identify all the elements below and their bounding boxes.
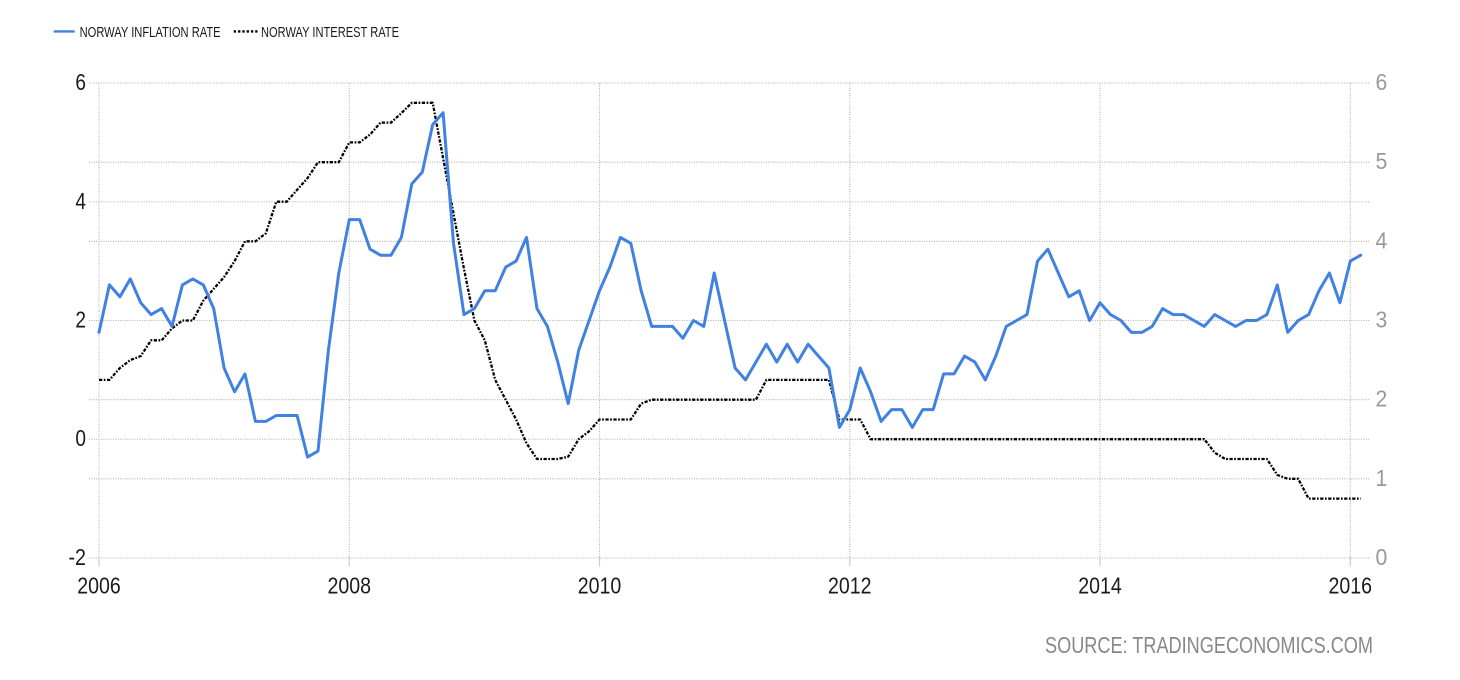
svg-text:2016: 2016	[1329, 573, 1373, 599]
svg-text:0: 0	[1376, 544, 1388, 570]
svg-text:2010: 2010	[578, 573, 622, 599]
svg-text:2: 2	[1376, 386, 1388, 412]
svg-text:5: 5	[1376, 148, 1388, 174]
svg-text:2: 2	[75, 307, 86, 333]
svg-text:6: 6	[75, 69, 86, 95]
svg-text:NORWAY INTEREST RATE: NORWAY INTEREST RATE	[261, 24, 399, 41]
svg-text:-2: -2	[69, 544, 87, 570]
svg-text:2014: 2014	[1078, 573, 1122, 599]
svg-text:2006: 2006	[77, 573, 121, 599]
svg-text:2012: 2012	[828, 573, 872, 599]
svg-text:2008: 2008	[328, 573, 372, 599]
svg-text:1: 1	[1376, 465, 1388, 491]
svg-text:3: 3	[1376, 307, 1388, 333]
svg-text:0: 0	[75, 425, 86, 451]
svg-text:6: 6	[1376, 69, 1388, 95]
svg-text:NORWAY INFLATION RATE: NORWAY INFLATION RATE	[80, 24, 221, 41]
svg-text:4: 4	[1376, 227, 1388, 253]
svg-text:4: 4	[75, 188, 86, 214]
svg-text:SOURCE: TRADINGECONOMICS.COM: SOURCE: TRADINGECONOMICS.COM	[1045, 632, 1373, 658]
